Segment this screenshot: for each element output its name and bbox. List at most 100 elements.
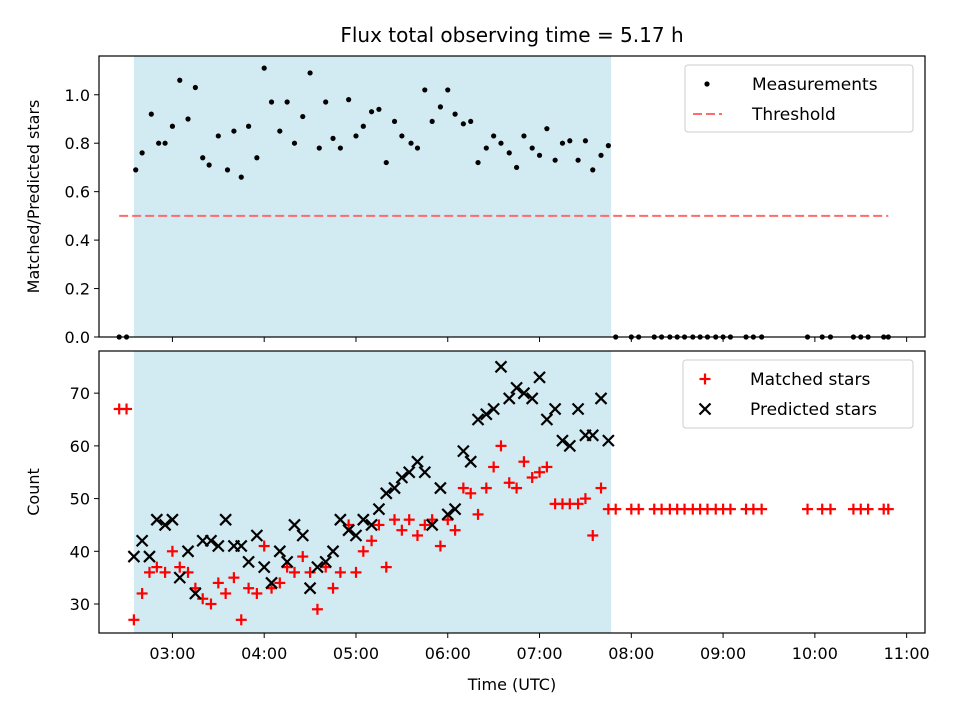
data-point bbox=[802, 503, 814, 515]
data-point bbox=[148, 111, 154, 117]
data-point bbox=[372, 502, 386, 516]
data-point bbox=[536, 152, 543, 158]
data-point bbox=[426, 514, 438, 526]
data-point bbox=[517, 386, 531, 400]
data-point bbox=[346, 97, 352, 103]
x-tick-label: 04:00 bbox=[241, 644, 287, 663]
data-point bbox=[173, 571, 187, 584]
data-point bbox=[238, 174, 244, 180]
data-point bbox=[311, 603, 323, 615]
data-point bbox=[365, 518, 378, 532]
data-point bbox=[452, 111, 458, 117]
legend-marker bbox=[698, 402, 712, 416]
y-tick-label: 60 bbox=[70, 437, 90, 456]
data-point bbox=[434, 481, 447, 495]
data-point bbox=[572, 498, 584, 510]
data-point bbox=[388, 481, 401, 495]
data-point bbox=[575, 157, 581, 163]
data-point bbox=[526, 472, 538, 484]
data-point bbox=[205, 598, 217, 610]
data-point bbox=[605, 143, 611, 149]
data-point bbox=[204, 534, 218, 548]
y-tick-label: 0.6 bbox=[65, 183, 90, 202]
data-point bbox=[556, 434, 569, 447]
data-point bbox=[206, 162, 212, 168]
legend-marker bbox=[704, 81, 710, 87]
data-point bbox=[824, 503, 836, 515]
data-point bbox=[357, 545, 369, 557]
data-point bbox=[724, 503, 736, 515]
data-point bbox=[151, 561, 163, 573]
x-tick-label: 03:00 bbox=[149, 644, 195, 663]
data-point bbox=[337, 145, 343, 151]
data-point bbox=[311, 560, 324, 574]
y-tick-label: 50 bbox=[70, 490, 90, 509]
data-point bbox=[316, 145, 322, 151]
data-point bbox=[304, 566, 316, 578]
x-tick-label: 05:00 bbox=[333, 644, 379, 663]
data-point bbox=[135, 534, 149, 548]
data-point bbox=[156, 140, 162, 146]
legend-label: Threshold bbox=[751, 105, 836, 125]
y-tick-label: 30 bbox=[70, 595, 90, 614]
data-point bbox=[303, 581, 317, 595]
data-point bbox=[437, 104, 444, 110]
data-point bbox=[495, 440, 507, 452]
data-point bbox=[350, 566, 362, 578]
data-point bbox=[480, 482, 492, 494]
x-tick-label: 11:00 bbox=[884, 644, 930, 663]
data-point bbox=[498, 140, 504, 146]
y-tick-label: 0.2 bbox=[65, 280, 90, 299]
data-point bbox=[465, 487, 477, 499]
data-point bbox=[506, 150, 512, 156]
data-point bbox=[602, 434, 615, 447]
data-point bbox=[197, 593, 209, 605]
data-point bbox=[174, 561, 186, 573]
data-point bbox=[494, 360, 508, 374]
observing-window-shade bbox=[133, 351, 612, 633]
data-point bbox=[559, 140, 566, 146]
data-point bbox=[162, 140, 168, 146]
data-point bbox=[598, 152, 604, 158]
data-point bbox=[265, 576, 278, 590]
x-tick-label: 06:00 bbox=[425, 644, 471, 663]
data-point bbox=[349, 529, 363, 542]
data-point bbox=[534, 466, 546, 478]
data-point bbox=[366, 535, 378, 547]
data-point bbox=[563, 439, 577, 453]
data-point bbox=[150, 513, 164, 526]
data-point bbox=[457, 482, 469, 494]
data-point bbox=[487, 402, 500, 416]
data-point bbox=[449, 524, 461, 536]
data-point bbox=[491, 133, 497, 139]
data-point bbox=[376, 106, 382, 112]
data-point bbox=[266, 582, 278, 594]
legend-box bbox=[682, 359, 914, 429]
data-point bbox=[411, 529, 423, 541]
data-point bbox=[448, 502, 462, 516]
data-point bbox=[212, 539, 225, 553]
y-tick-label: 70 bbox=[70, 384, 90, 403]
data-point bbox=[245, 123, 252, 129]
data-point bbox=[862, 503, 874, 515]
data-point bbox=[297, 551, 309, 563]
series-predicted-stars bbox=[127, 360, 615, 600]
data-point bbox=[396, 524, 408, 536]
y-tick-label: 0.0 bbox=[65, 328, 90, 347]
data-point bbox=[403, 514, 415, 526]
data-point bbox=[243, 582, 255, 594]
data-point bbox=[121, 403, 133, 415]
data-point bbox=[296, 529, 310, 542]
data-point bbox=[284, 99, 290, 105]
data-point bbox=[177, 77, 183, 83]
axes-frame bbox=[98, 55, 926, 338]
data-point bbox=[166, 545, 178, 557]
legend-box bbox=[684, 64, 914, 133]
data-point bbox=[323, 99, 329, 105]
data-point bbox=[586, 429, 600, 442]
data-point bbox=[521, 133, 527, 139]
data-point bbox=[408, 140, 414, 146]
observing-window-shade bbox=[133, 56, 612, 337]
data-point bbox=[185, 116, 191, 122]
